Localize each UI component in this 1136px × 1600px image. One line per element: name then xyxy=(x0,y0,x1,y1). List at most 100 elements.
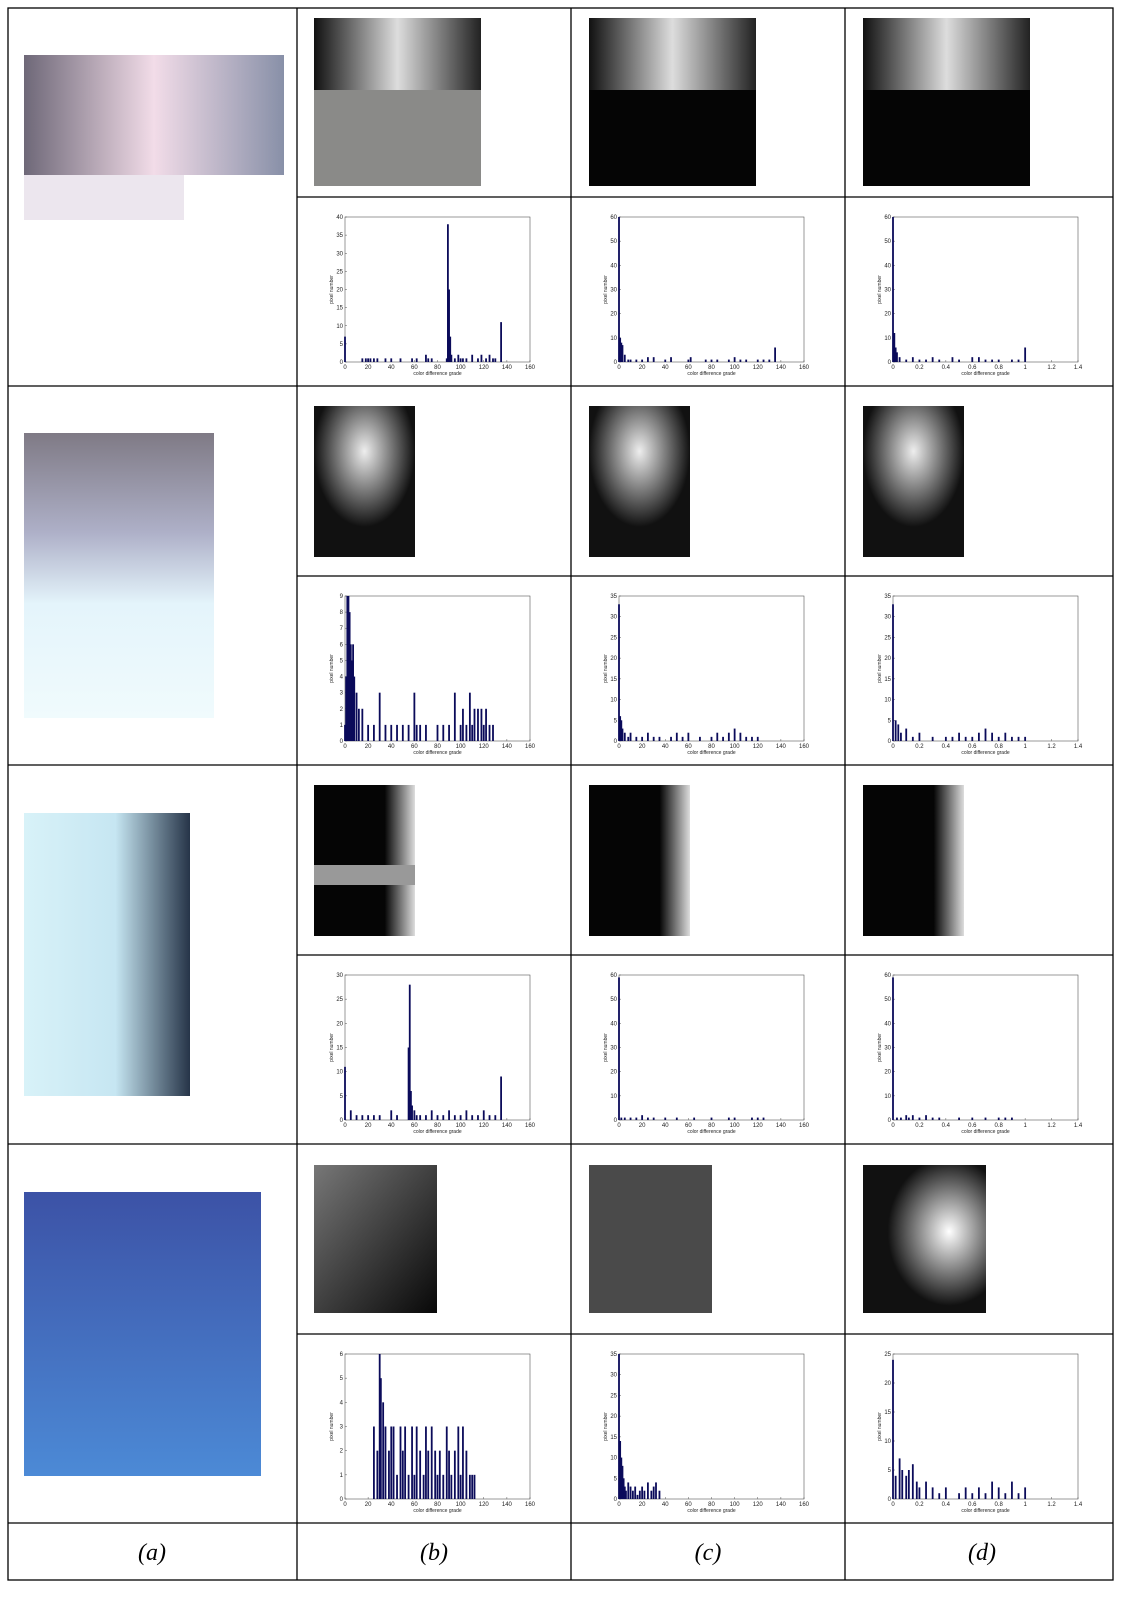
x-tick-label: 20 xyxy=(365,365,372,371)
bar xyxy=(734,729,736,741)
image xyxy=(589,406,690,557)
y-axis-label: pixel number xyxy=(603,275,609,304)
bar xyxy=(460,1475,462,1499)
bar xyxy=(945,1487,947,1499)
bar xyxy=(416,725,418,741)
bar xyxy=(647,733,649,741)
bar xyxy=(462,358,464,362)
bar xyxy=(350,1110,352,1120)
bar xyxy=(687,733,689,741)
y-tick-label: 15 xyxy=(884,1410,891,1416)
y-tick-label: 30 xyxy=(610,1373,617,1379)
image xyxy=(589,1165,712,1313)
bar xyxy=(408,725,410,741)
bar xyxy=(965,737,967,741)
bar xyxy=(376,358,378,362)
x-tick-label: 1.4 xyxy=(1074,1502,1083,1508)
x-tick-label: 140 xyxy=(502,365,513,371)
bar xyxy=(379,1115,381,1120)
bar xyxy=(393,1427,395,1500)
y-tick-label: 20 xyxy=(336,1021,343,1027)
bar xyxy=(457,355,459,362)
y-tick-label: 20 xyxy=(884,1381,891,1387)
y-tick-label: 25 xyxy=(336,269,343,275)
y-tick-label: 50 xyxy=(884,997,891,1003)
bar xyxy=(356,1115,358,1120)
bar xyxy=(622,345,624,362)
bar xyxy=(411,1427,413,1500)
bar xyxy=(958,1493,960,1499)
x-tick-label: 120 xyxy=(753,1502,764,1508)
y-tick-label: 25 xyxy=(336,997,343,1003)
image xyxy=(314,1165,437,1313)
x-tick-label: 1.2 xyxy=(1047,365,1056,371)
y-tick-label: 8 xyxy=(340,610,344,616)
bar xyxy=(895,720,897,741)
bar xyxy=(899,357,901,362)
bar xyxy=(763,360,765,362)
plot-frame xyxy=(345,975,530,1120)
y-tick-label: 20 xyxy=(884,1070,891,1076)
bar xyxy=(402,725,404,741)
x-tick-label: 0 xyxy=(343,1123,347,1129)
y-tick-label: 25 xyxy=(884,635,891,641)
bar xyxy=(664,360,666,362)
y-tick-label: 35 xyxy=(336,233,343,239)
y-tick-label: 5 xyxy=(614,1476,618,1482)
bar xyxy=(716,360,718,362)
bar xyxy=(367,1115,369,1120)
bar xyxy=(912,1464,914,1499)
bar xyxy=(653,737,655,741)
bar xyxy=(446,1427,448,1500)
bar xyxy=(630,733,632,741)
bar xyxy=(390,358,392,362)
y-tick-label: 10 xyxy=(610,1094,617,1100)
plot-frame xyxy=(619,596,804,741)
bar xyxy=(905,360,907,362)
bar xyxy=(958,733,960,741)
y-tick-label: 35 xyxy=(610,594,617,600)
y-tick-label: 3 xyxy=(340,691,344,697)
bar xyxy=(728,360,730,362)
bar xyxy=(434,1451,436,1499)
bar xyxy=(978,1487,980,1499)
bar xyxy=(896,1118,898,1120)
y-axis-label: pixel number xyxy=(329,1033,335,1062)
histogram: 00.20.40.60.811.21.40102030405060color d… xyxy=(877,215,1083,377)
y-axis-label: pixel number xyxy=(877,1412,883,1441)
x-axis-label: color difference grade xyxy=(961,750,1009,756)
y-tick-label: 30 xyxy=(884,615,891,621)
y-tick-label: 60 xyxy=(884,973,891,979)
x-axis-label: color difference grade xyxy=(961,371,1009,377)
x-axis-label: color difference grade xyxy=(413,750,461,756)
bar xyxy=(419,1115,421,1120)
y-tick-label: 30 xyxy=(336,973,343,979)
bar xyxy=(474,1475,476,1499)
bar xyxy=(1024,1487,1026,1499)
y-axis-label: pixel number xyxy=(877,1033,883,1062)
bar xyxy=(644,1491,646,1499)
plot-frame xyxy=(345,217,530,362)
x-tick-label: 120 xyxy=(753,365,764,371)
x-tick-label: 20 xyxy=(639,744,646,750)
bar xyxy=(627,737,629,741)
bar xyxy=(460,1115,462,1120)
bar xyxy=(396,725,398,741)
x-axis-label: color difference grade xyxy=(687,750,735,756)
bar xyxy=(745,360,747,362)
y-tick-label: 5 xyxy=(888,1468,892,1474)
x-axis-label: color difference grade xyxy=(961,1508,1009,1514)
y-tick-label: 10 xyxy=(610,1456,617,1462)
bar xyxy=(925,360,927,362)
x-tick-label: 160 xyxy=(799,365,810,371)
y-axis-label: pixel number xyxy=(877,654,883,683)
bar xyxy=(641,360,643,362)
bar xyxy=(353,677,355,741)
bar xyxy=(370,358,372,362)
bar xyxy=(437,1475,439,1499)
y-tick-label: 10 xyxy=(610,698,617,704)
bar xyxy=(439,1451,441,1499)
bar xyxy=(425,355,427,362)
bar xyxy=(985,1118,987,1120)
bar xyxy=(500,322,502,362)
